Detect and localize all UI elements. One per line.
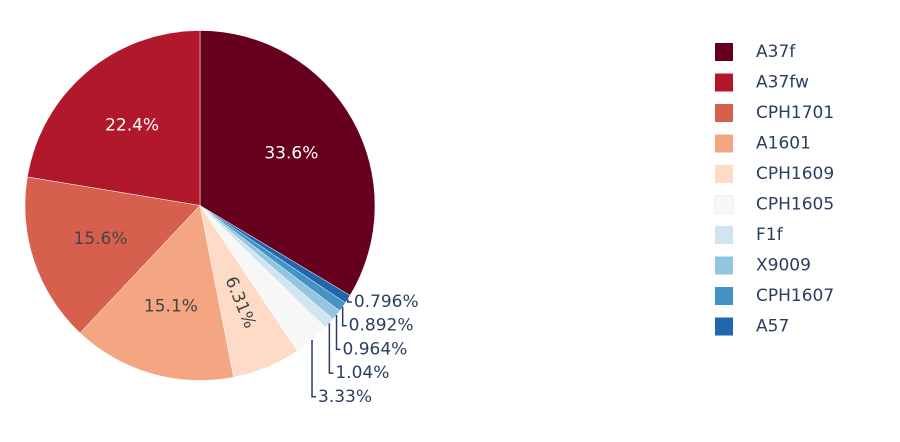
pie-slice xyxy=(24,176,201,334)
leader-line xyxy=(347,299,352,303)
leader-line xyxy=(341,306,347,327)
legend-label: A37fw xyxy=(756,73,809,93)
legend-swatch xyxy=(715,43,733,61)
legend-swatch xyxy=(715,287,733,305)
slice-label: 22.4% xyxy=(105,115,159,135)
legend-label: CPH1701 xyxy=(756,103,834,123)
slice-label: 0.892% xyxy=(349,316,414,336)
leader-line xyxy=(328,323,334,374)
legend-swatch xyxy=(715,73,733,92)
legend-label: CPH1605 xyxy=(756,195,834,215)
legend-label: CPH1609 xyxy=(756,164,834,184)
slice-label: 15.6% xyxy=(74,229,128,249)
leader-line xyxy=(335,314,341,351)
legend-swatch xyxy=(715,165,733,183)
legend-swatch xyxy=(715,317,733,336)
pie-slice xyxy=(199,30,376,296)
legend-swatch xyxy=(715,256,733,275)
slice-label: 15.1% xyxy=(144,296,198,316)
legend-label: A37f xyxy=(756,42,796,62)
pie-slice xyxy=(79,204,234,381)
legend-swatch xyxy=(714,195,734,214)
slice-label: 3.33% xyxy=(318,387,372,407)
legend-label: X9009 xyxy=(756,256,811,276)
legend-label: F1f xyxy=(756,225,784,245)
slice-label: 33.6% xyxy=(264,144,318,164)
legend-swatch xyxy=(715,104,733,122)
legend-label: CPH1607 xyxy=(756,286,834,306)
slice-label: 0.796% xyxy=(354,292,419,312)
leader-line xyxy=(311,339,317,398)
legend-label: A57 xyxy=(756,317,789,337)
legend-swatch xyxy=(715,134,733,153)
legend-label: A1601 xyxy=(756,134,811,154)
slice-label: 1.04% xyxy=(335,363,389,383)
legend: A37f A37fw CPH1701 A1601 CPH1609 CPH1605 F1f X9… xyxy=(714,42,834,337)
slice-label: 0.964% xyxy=(343,339,408,359)
pie-slice xyxy=(27,30,201,206)
legend-swatch xyxy=(715,226,733,244)
